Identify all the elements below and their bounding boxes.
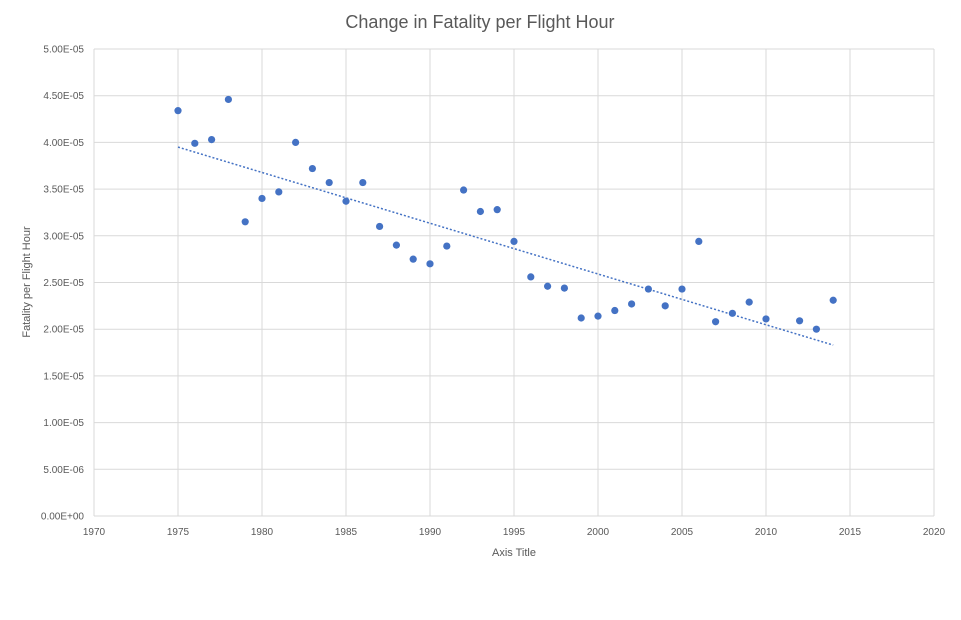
data-point [812, 325, 821, 333]
data-point [275, 188, 283, 196]
y-tick-label: 2.50E-05 [43, 278, 84, 289]
y-tick-label: 2.00E-05 [43, 325, 84, 336]
x-tick-label: 2020 [923, 527, 946, 538]
data-point [678, 285, 686, 293]
y-tick-label: 5.00E-06 [43, 465, 84, 476]
y-tick-label: 4.50E-05 [43, 91, 84, 102]
x-tick-label: 2005 [671, 527, 694, 538]
y-tick-label: 1.50E-05 [43, 371, 84, 382]
data-point [308, 164, 316, 173]
y-tick-label: 5.00E-05 [43, 45, 84, 56]
data-points [174, 95, 837, 333]
data-point [544, 282, 552, 290]
data-point [460, 186, 468, 194]
data-point [342, 197, 350, 205]
x-axis-title: Axis Title [492, 547, 536, 559]
data-point [762, 315, 770, 323]
x-tick-label: 1990 [419, 527, 442, 538]
data-point [577, 314, 585, 322]
x-tick-label: 2010 [755, 527, 778, 538]
x-tick-label: 1980 [251, 527, 274, 538]
x-tick-label: 1975 [167, 527, 190, 538]
data-point [695, 237, 703, 246]
y-tick-label: 1.00E-05 [43, 418, 84, 429]
data-point [611, 306, 619, 315]
y-axis-title: Fatality per Flight Hour [21, 226, 33, 338]
data-point [527, 273, 535, 281]
data-point [796, 317, 804, 325]
data-point [325, 178, 333, 187]
x-tick-label: 1970 [83, 527, 106, 538]
data-point [409, 255, 417, 263]
data-point [241, 218, 249, 226]
data-point [443, 242, 451, 250]
data-point [208, 135, 216, 144]
data-point [426, 260, 434, 268]
y-axis-ticks: 0.00E+00 5.00E-06 1.00E-05 1.50E-05 2.00E-05… [41, 45, 85, 523]
data-point [661, 302, 669, 310]
data-point [191, 139, 199, 147]
y-tick-label: 3.50E-05 [43, 185, 84, 196]
data-point [493, 206, 501, 214]
data-point [258, 194, 266, 203]
data-point [174, 107, 182, 115]
data-point [712, 318, 720, 326]
data-point [644, 285, 653, 293]
data-point [745, 298, 753, 306]
data-point [510, 237, 518, 246]
gridlines [93, 48, 935, 517]
x-tick-label: 2000 [587, 527, 610, 538]
data-point [476, 207, 484, 216]
data-point [392, 241, 400, 249]
x-tick-label: 1995 [503, 527, 526, 538]
y-tick-label: 3.00E-05 [43, 231, 84, 242]
data-point [594, 312, 602, 320]
y-tick-label: 4.00E-05 [43, 138, 84, 149]
y-tick-label: 0.00E+00 [41, 512, 85, 523]
data-point [376, 222, 384, 231]
data-point [829, 296, 837, 304]
x-axis-ticks: 1970 1975 1980 1985 1990 1995 2000 2005 2010 2015… [83, 527, 946, 538]
data-point [560, 284, 569, 292]
data-point [359, 178, 367, 187]
data-point [292, 138, 300, 146]
data-point [728, 309, 737, 317]
data-point [224, 95, 232, 104]
chart-title: Change in Fatality per Flight Hour [345, 12, 614, 32]
data-point [628, 300, 636, 308]
x-tick-label: 1985 [335, 527, 358, 538]
x-tick-label: 2015 [839, 527, 862, 538]
